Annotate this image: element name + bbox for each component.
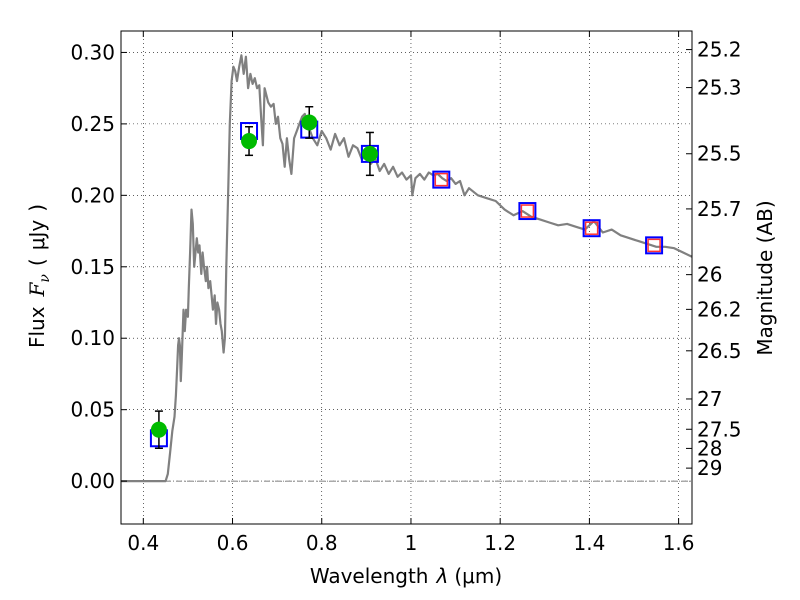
model-photometry-red-marker bbox=[520, 204, 535, 218]
y-tick-label: 0.05 bbox=[70, 398, 115, 422]
magnitude-tick-label: 26.2 bbox=[697, 297, 742, 321]
y-axis-title: Flux Fν ( μJy) bbox=[25, 204, 53, 348]
x-axis-title-unit: (μm) bbox=[454, 564, 502, 588]
y-axis-ticks: 0.00 0.05 0.10 0.15 0.20 0.25 0.30 bbox=[70, 40, 127, 493]
magnitude-tick-label: 28 bbox=[697, 436, 722, 460]
x-tick-label: 0.8 bbox=[306, 531, 338, 555]
plot-area bbox=[121, 54, 693, 483]
x-axis-title-symbol: λ bbox=[436, 564, 449, 588]
x-tick-label: 0.4 bbox=[127, 531, 159, 555]
model-photometry-blue-marker bbox=[582, 219, 601, 238]
y-axis-title-paren-open: ( bbox=[25, 258, 49, 266]
y-tick-label: 0.00 bbox=[70, 469, 115, 493]
observed-point bbox=[241, 133, 258, 150]
magnitude-tick-label: 25.5 bbox=[697, 142, 742, 166]
y-tick-label: 0.30 bbox=[70, 40, 115, 64]
plot-frame bbox=[120, 30, 693, 525]
y-axis-title-symbol-sub: ν bbox=[37, 274, 53, 283]
model-photometry-red-marker bbox=[584, 221, 599, 235]
y-axis-title-symbol: F bbox=[25, 281, 49, 297]
observed-point bbox=[301, 114, 318, 131]
model-photometry-blue-marker bbox=[518, 202, 537, 221]
y-axis-title-paren-close: ) bbox=[25, 204, 49, 212]
x-axis-title: Wavelength λ (μm) bbox=[310, 564, 502, 588]
y-axis-title-unit: μJy bbox=[25, 220, 49, 251]
magnitude-tick-label: 26.5 bbox=[697, 339, 742, 363]
x-axis-title-text: Wavelength bbox=[310, 564, 429, 588]
x-tick-label: 0.6 bbox=[217, 531, 249, 555]
x-axis-ticks: 0.4 0.6 0.8 1 1.2 1.4 1.6 bbox=[127, 31, 695, 555]
magnitude-axis-title: Magnitude (AB) bbox=[753, 200, 777, 355]
x-tick-label: 1.6 bbox=[663, 531, 695, 555]
magnitude-tick-label: 26 bbox=[697, 263, 722, 287]
magnitude-tick-label: 25.7 bbox=[697, 197, 742, 221]
y-tick-label: 0.15 bbox=[70, 255, 115, 279]
magnitude-tick-label: 25.3 bbox=[697, 76, 742, 100]
observed-point bbox=[361, 145, 378, 162]
model-photometry-blue-marker bbox=[432, 170, 451, 189]
magnitude-tick-label: 27 bbox=[697, 387, 722, 411]
observed-point bbox=[150, 421, 167, 438]
magnitude-tick-label: 25.2 bbox=[697, 38, 742, 62]
model-photometry-red-marker bbox=[434, 172, 449, 187]
x-tick-label: 1.2 bbox=[484, 531, 516, 555]
y-tick-label: 0.20 bbox=[70, 183, 115, 207]
y-tick-label: 0.10 bbox=[70, 326, 115, 350]
model-sed-line bbox=[121, 54, 693, 483]
magnitude-tick-label: 29 bbox=[697, 456, 722, 480]
model-photometry-red-marker bbox=[647, 238, 661, 253]
y-axis-title-text: Flux bbox=[25, 306, 49, 348]
magnitude-tick-label: 27.5 bbox=[697, 417, 742, 441]
model-photometry-blue-marker bbox=[645, 236, 664, 255]
x-tick-label: 1 bbox=[405, 531, 418, 555]
y-tick-label: 0.25 bbox=[70, 112, 115, 136]
x-tick-label: 1.4 bbox=[573, 531, 605, 555]
